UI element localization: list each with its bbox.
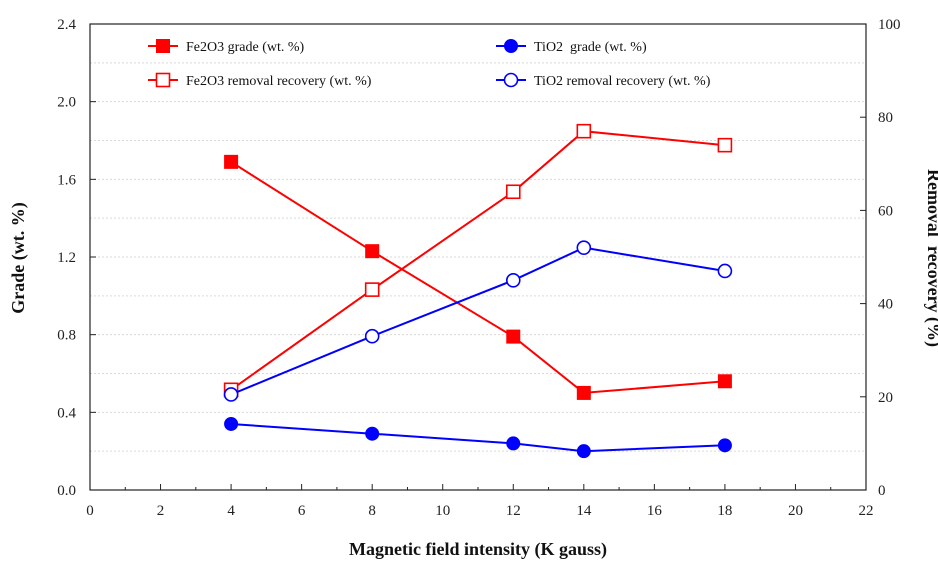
data-point [506,329,521,344]
data-point [224,154,239,169]
series-line [231,423,725,453]
data-point [576,123,592,139]
legend-item: TiO2 grade (wt. %) [496,39,647,55]
data-point [506,436,521,451]
left-y-tick-label: 0.4 [57,405,76,421]
series-2 [224,416,732,459]
left-y-tick-label: 1.2 [57,250,76,266]
x-tick-label: 20 [788,503,803,519]
left-y-tick-label: 0.8 [57,328,76,344]
data-point [717,137,733,153]
legend-marker [156,39,170,53]
legend-item: Fe2O3 grade (wt. %) [148,39,305,55]
left-y-tick-label: 2.0 [57,95,76,111]
right-y-tick-label: 60 [878,203,893,219]
right-y-axis-title: Removal recovery (%) [923,169,938,347]
right-y-tick-label: 0 [878,483,886,499]
series-3 [223,123,733,398]
series-layer [223,123,733,459]
x-axis-title: Magnetic field intensity (K gauss) [349,539,607,560]
data-point [576,444,591,459]
x-tick-label: 22 [859,503,874,519]
right-y-tick-label: 100 [878,17,901,33]
series-line [230,246,726,396]
tick-layer: 0 2 4 6 8 10 12 14 16 18 20 22 0.0 0.4 0.8 1.2 1.6 2.0 2.4… [57,17,900,519]
data-point [717,263,733,279]
legend: Fe2O3 grade (wt. %) TiO2 grade (wt. %) Fe2… [148,39,711,89]
data-point [717,438,732,453]
data-point [505,272,521,288]
data-point [223,387,239,402]
legend-label: Fe2O3 grade (wt. %) [186,40,305,55]
left-y-tick-label: 1.6 [57,172,76,188]
x-tick-label: 8 [368,503,376,519]
data-point [364,282,380,297]
data-point [365,426,380,441]
series-line [230,161,725,394]
series-4 [223,240,733,402]
data-point [576,240,592,255]
legend-item: Fe2O3 removal recovery (wt. %) [148,72,372,89]
right-y-tick-label: 80 [878,110,893,126]
grid-layer [90,62,866,452]
data-point [505,184,521,200]
series-1 [224,154,732,400]
x-tick-label: 4 [227,503,235,519]
right-y-tick-label: 40 [878,297,893,313]
data-point [224,416,239,431]
series-line [230,130,725,391]
legend-label: Fe2O3 removal recovery (wt. %) [186,74,372,89]
x-tick-label: 16 [647,503,663,519]
data-point [364,328,380,344]
left-y-axis-title: Grade (wt. %) [8,202,29,313]
legend-label: TiO2 removal recovery (wt. %) [534,74,711,89]
x-tick-label: 0 [86,503,94,519]
left-y-tick-label: 0.0 [57,483,76,499]
legend-marker [503,72,519,88]
x-tick-label: 6 [298,503,306,519]
x-tick-label: 10 [435,503,450,519]
x-tick-label: 2 [157,503,165,519]
data-point [365,244,380,259]
legend-item: TiO2 removal recovery (wt. %) [496,72,711,89]
x-tick-label: 12 [506,503,521,519]
left-y-tick-label: 2.4 [57,17,76,33]
x-tick-label: 14 [576,503,592,519]
data-point [717,374,732,389]
legend-label: TiO2 grade (wt. %) [534,40,647,55]
x-tick-label: 18 [717,503,732,519]
legend-marker [155,72,171,88]
data-point [576,385,591,400]
legend-marker [504,39,518,53]
right-y-tick-label: 20 [878,390,893,406]
